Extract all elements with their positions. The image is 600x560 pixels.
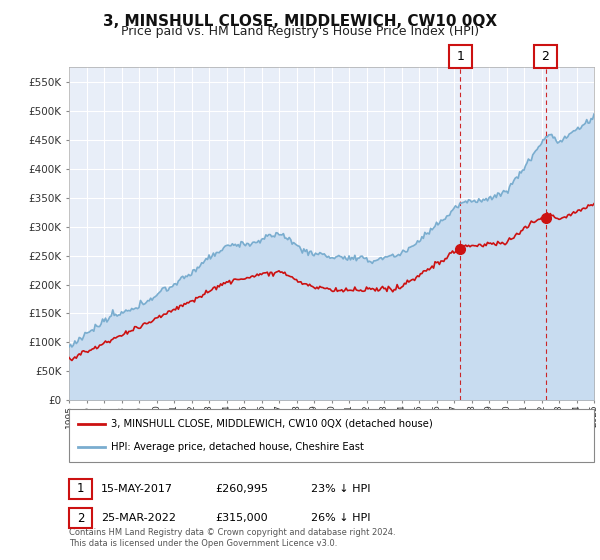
Text: £260,995: £260,995 (215, 484, 268, 494)
Text: 2: 2 (542, 50, 550, 63)
Text: 25-MAR-2022: 25-MAR-2022 (101, 513, 176, 523)
Text: 15-MAY-2017: 15-MAY-2017 (101, 484, 173, 494)
Text: 1: 1 (457, 50, 464, 63)
Text: 26% ↓ HPI: 26% ↓ HPI (311, 513, 370, 523)
Text: 1: 1 (77, 482, 84, 496)
Text: £315,000: £315,000 (215, 513, 268, 523)
Text: 23% ↓ HPI: 23% ↓ HPI (311, 484, 370, 494)
Text: HPI: Average price, detached house, Cheshire East: HPI: Average price, detached house, Ches… (111, 442, 364, 452)
Text: 3, MINSHULL CLOSE, MIDDLEWICH, CW10 0QX (detached house): 3, MINSHULL CLOSE, MIDDLEWICH, CW10 0QX … (111, 419, 433, 429)
Text: 2: 2 (77, 511, 84, 525)
Text: 3, MINSHULL CLOSE, MIDDLEWICH, CW10 0QX: 3, MINSHULL CLOSE, MIDDLEWICH, CW10 0QX (103, 14, 497, 29)
Text: Contains HM Land Registry data © Crown copyright and database right 2024.
This d: Contains HM Land Registry data © Crown c… (69, 528, 395, 548)
Text: Price paid vs. HM Land Registry's House Price Index (HPI): Price paid vs. HM Land Registry's House … (121, 25, 479, 38)
